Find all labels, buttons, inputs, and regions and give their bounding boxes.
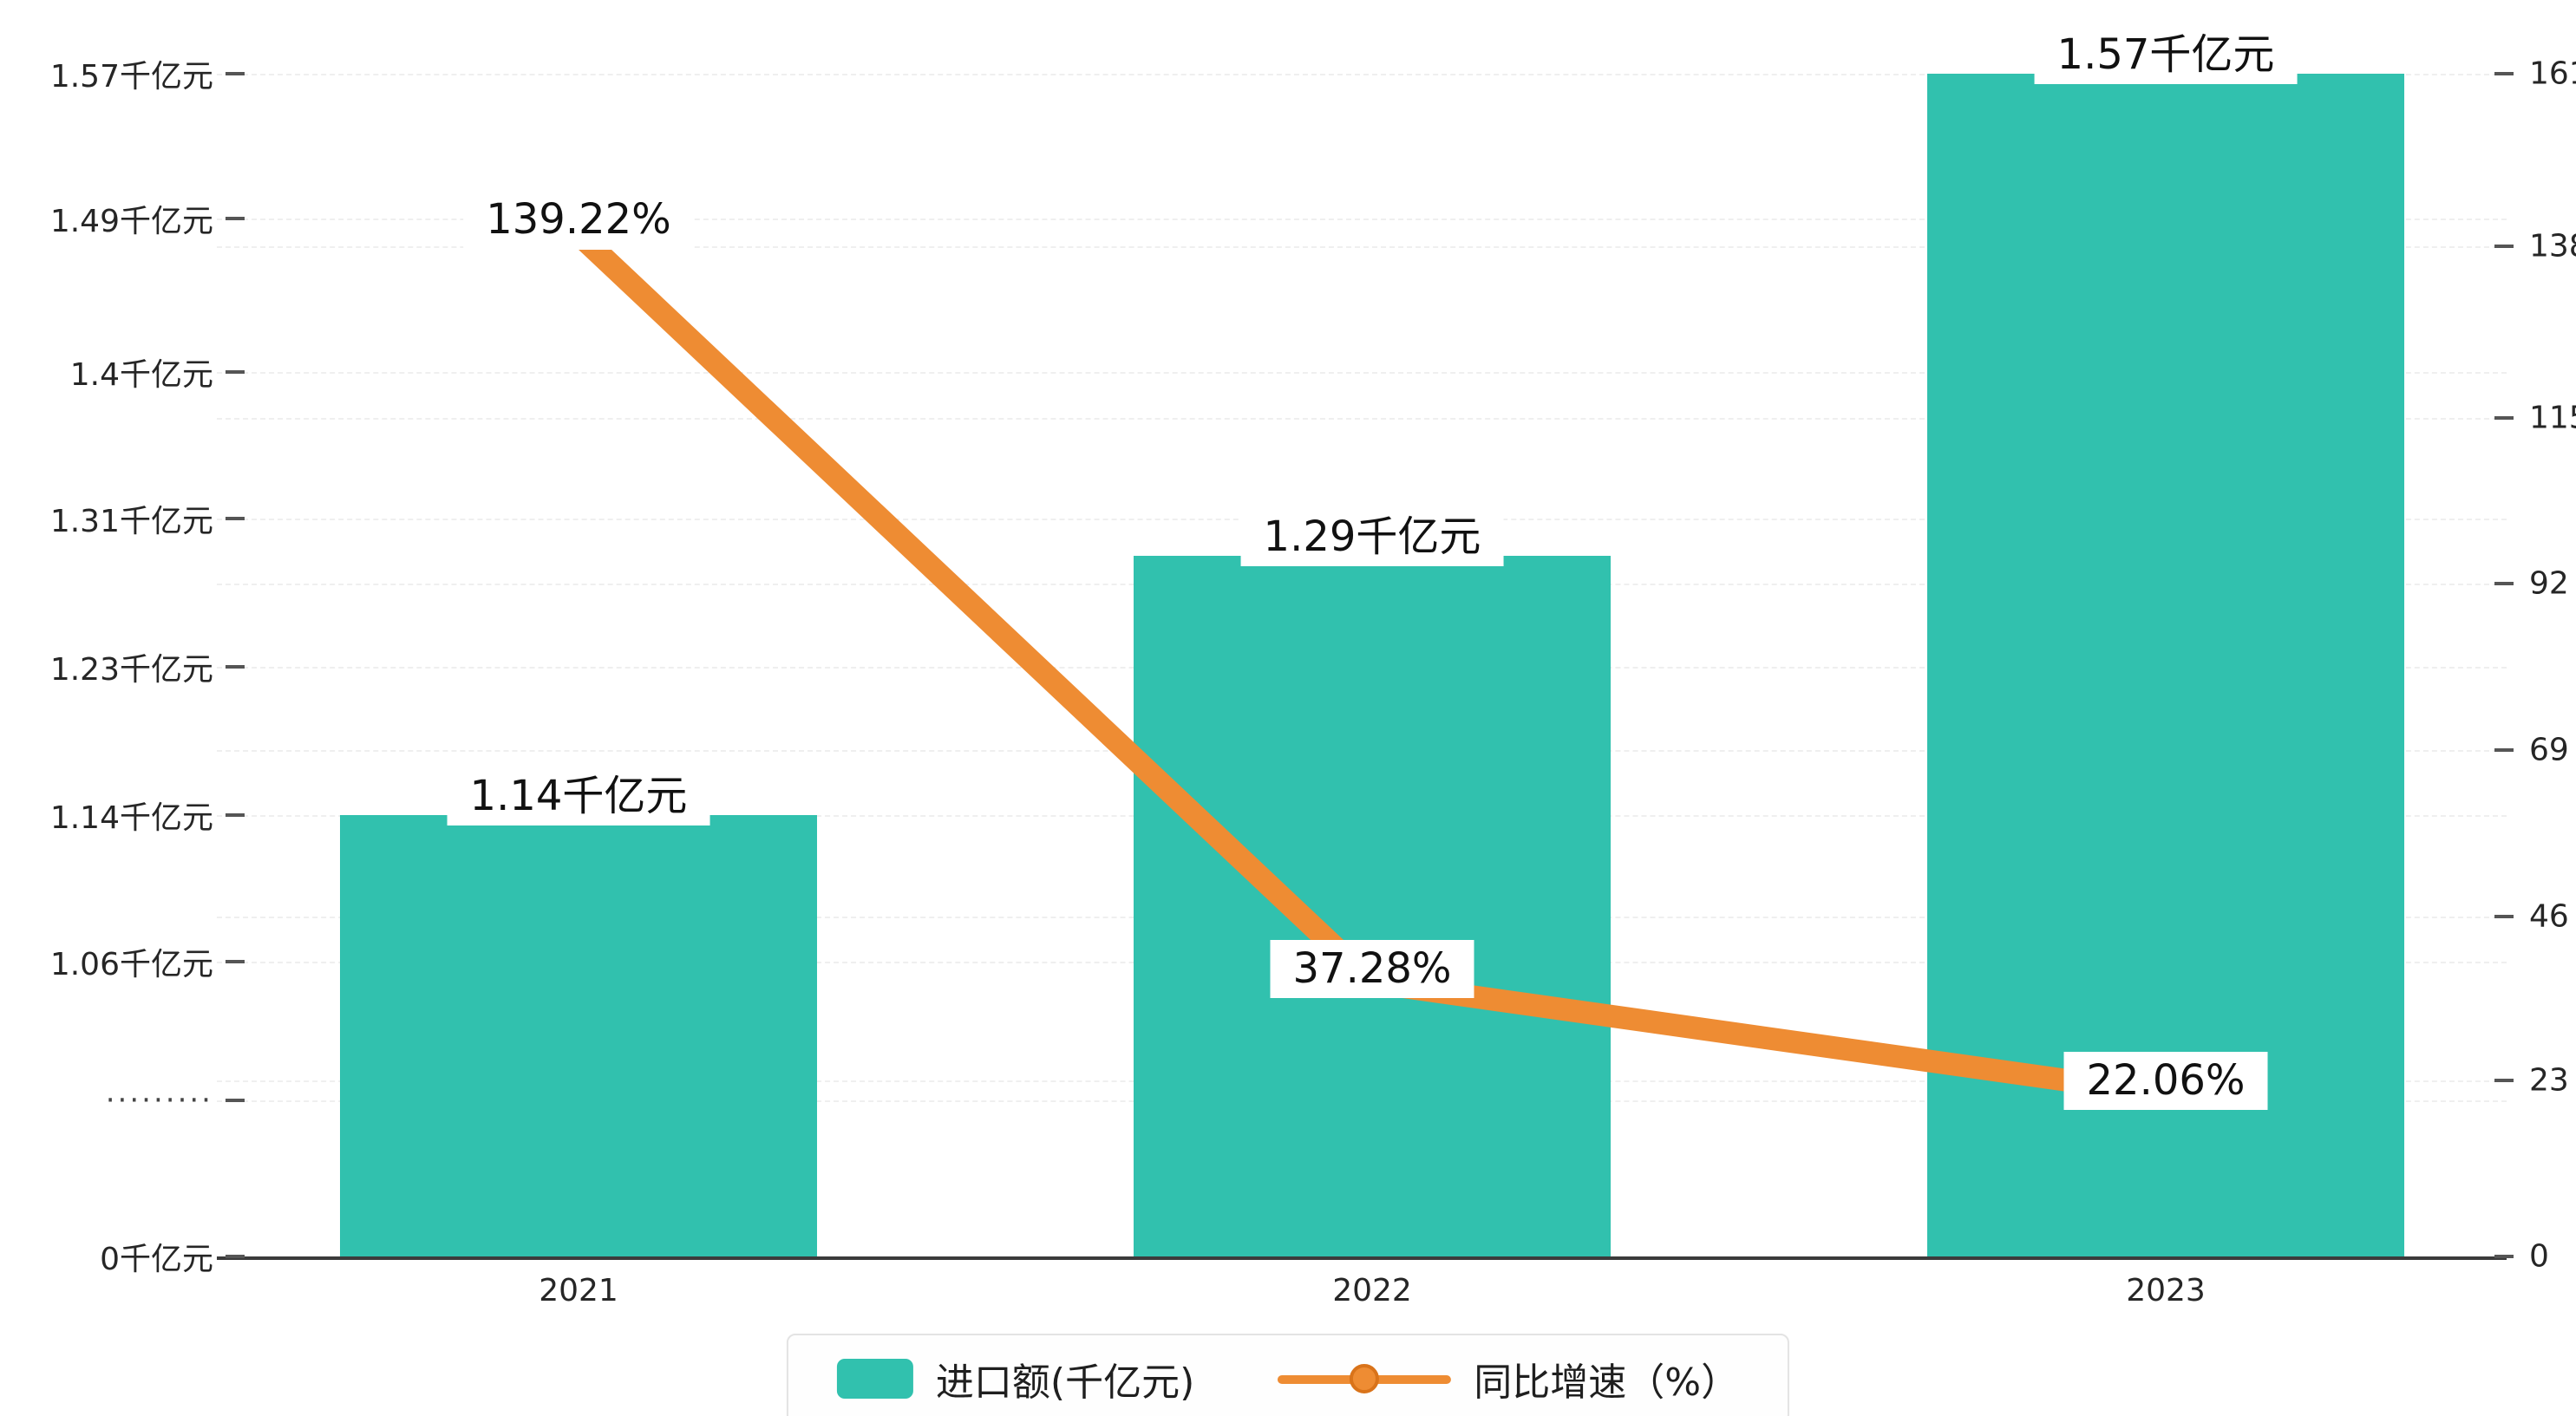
legend-item-growth[interactable]: 同比增速（%） (1278, 1351, 1739, 1406)
right-axis-tick-label: 46 (2529, 898, 2569, 935)
right-axis-tick (2494, 245, 2514, 248)
right-axis-tick (2494, 72, 2514, 75)
right-axis-tick (2494, 416, 2514, 420)
bar-value-label: 1.14千亿元 (447, 767, 710, 825)
right-axis-tick-label: 161 (2529, 55, 2576, 92)
right-axis-tick-label: 115 (2529, 400, 2576, 436)
line-dot-icon (1278, 1359, 1452, 1399)
left-axis-tick (226, 370, 245, 374)
bar-value-label: 1.57千亿元 (2034, 25, 2298, 84)
gridline (217, 219, 2507, 220)
x-axis-line (217, 1256, 2507, 1260)
gridline (217, 246, 2507, 248)
x-axis-category-label: 2022 (1332, 1273, 1412, 1308)
left-axis-tick (226, 1099, 245, 1102)
growth-rate-label: 37.28% (1270, 939, 1474, 999)
left-axis-tick (226, 217, 245, 220)
left-axis-tick-label: ········· (105, 1083, 213, 1118)
left-axis-tick (226, 813, 245, 817)
left-axis-tick-label: 1.14千亿元 (49, 800, 213, 836)
right-axis-tick-label: 69 (2529, 732, 2569, 768)
bar-value-label: 1.29千亿元 (1240, 507, 1504, 566)
right-axis-tick (2494, 748, 2514, 752)
legend: 进口额(千亿元) 同比增速（%） (786, 1334, 1790, 1416)
left-axis-tick-label: 1.23千亿元 (49, 652, 213, 688)
x-axis-category-label: 2023 (2126, 1273, 2206, 1308)
right-axis-tick-label: 23 (2529, 1062, 2569, 1099)
legend-label: 同比增速（%） (1474, 1361, 1740, 1405)
import-value-bar (1134, 555, 1611, 1256)
left-axis-tick (226, 960, 245, 963)
legend-item-imports[interactable]: 进口额(千亿元) (836, 1351, 1195, 1406)
right-axis-tick (2494, 582, 2514, 585)
left-axis-tick-label: 1.49千亿元 (49, 204, 213, 239)
left-axis-tick-label: 1.4千亿元 (69, 357, 213, 393)
left-axis-tick (226, 665, 245, 669)
right-axis-tick (2494, 1079, 2514, 1082)
left-axis-tick (226, 517, 245, 520)
growth-rate-label: 139.22% (463, 191, 694, 250)
right-axis-tick (2494, 915, 2514, 918)
import-value-bar (340, 815, 817, 1256)
left-axis-tick (226, 72, 245, 75)
x-axis-category-label: 2021 (539, 1273, 618, 1308)
right-axis-tick (2494, 1255, 2514, 1258)
right-axis-tick-label: 138 (2529, 228, 2576, 264)
bar-swatch-icon (836, 1359, 913, 1399)
left-axis-tick-label: 1.57千亿元 (49, 59, 213, 95)
growth-rate-label: 22.06% (2063, 1051, 2268, 1111)
right-axis-tick-label: 0 (2529, 1238, 2549, 1275)
left-axis-tick-label: 1.31千亿元 (49, 504, 213, 539)
gridline (217, 74, 2507, 75)
right-axis-tick-label: 92 (2529, 565, 2569, 602)
gridline (217, 372, 2507, 374)
left-axis-tick (226, 1255, 245, 1258)
left-axis-tick-label: 0千亿元 (100, 1242, 213, 1277)
legend-label: 进口额(千亿元) (935, 1361, 1195, 1405)
left-axis-tick-label: 1.06千亿元 (49, 947, 213, 982)
gridline (217, 418, 2507, 420)
